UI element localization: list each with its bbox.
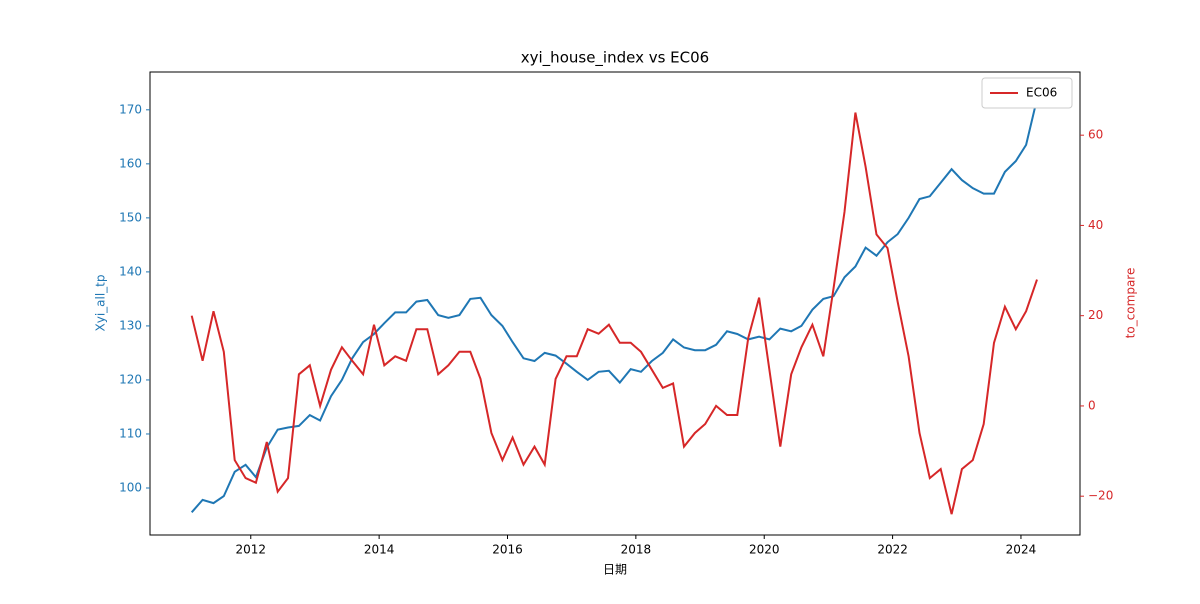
y-tick-label: 110 [119,426,142,440]
legend-label: EC06 [1026,86,1057,100]
x-tick-label: 2012 [235,543,266,557]
chart-title: xyi_house_index vs EC06 [521,49,709,68]
x-tick-label: 2022 [877,543,908,557]
y-tick-label: 140 [119,264,142,278]
data-line [190,98,1038,513]
y2-axis-label: to_compare [1124,268,1138,339]
y-tick-label: 100 [119,480,142,494]
y-axis-label: Xyi_all_tp [94,275,108,332]
legend-box [981,77,1073,109]
x-tick-label: 2016 [492,543,523,557]
y2-tick-label: 20 [1088,308,1103,322]
y2-tick-label: 40 [1088,218,1103,232]
y2-tick-label: 60 [1088,128,1103,142]
y-tick-label: 170 [119,102,142,116]
y-tick-label: 150 [119,210,142,224]
y2-tick-label: 0 [1088,398,1096,412]
y-tick-label: 130 [119,318,142,332]
x-tick-label: 2024 [1006,543,1037,557]
x-axis-label: 日期 [603,563,627,577]
y-tick-label: 120 [119,372,142,386]
y-tick-label: 160 [119,156,142,170]
y2-tick-label: −20 [1088,489,1113,503]
data-line [190,112,1038,515]
x-tick-label: 2014 [364,543,395,557]
x-tick-label: 2020 [749,543,780,557]
x-tick-label: 2018 [621,543,652,557]
plot-frame [149,71,1081,536]
